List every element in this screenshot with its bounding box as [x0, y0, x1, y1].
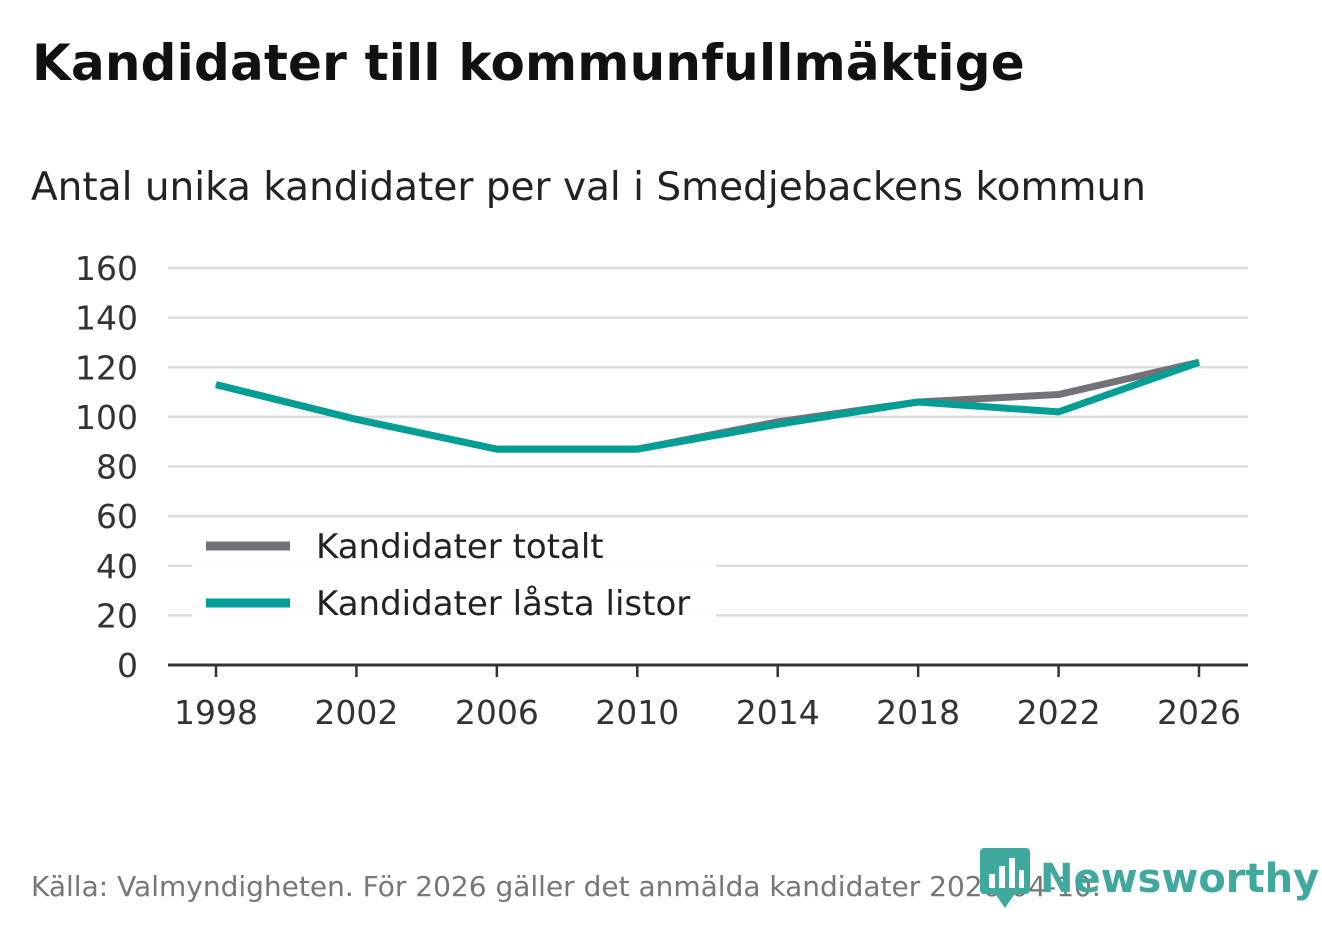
- x-tick-label: 2022: [1017, 693, 1101, 732]
- y-tick-label: 0: [117, 646, 138, 685]
- y-tick-label: 160: [75, 249, 138, 288]
- data-point: [1198, 361, 1200, 363]
- x-tick-label: 2018: [876, 693, 960, 732]
- x-axis: 1998 2002 2006 2010 2014 2018 2022 2026: [168, 663, 1248, 732]
- y-tick-label: 80: [96, 448, 138, 487]
- brand-logo: Newsworthy: [980, 848, 1319, 910]
- source-note: Källa: Valmyndigheten. För 2026 gäller d…: [31, 870, 1101, 903]
- series-line-kandidater-lasta-listor: [215, 358, 1201, 453]
- x-tick-label: 2014: [736, 693, 820, 732]
- newsworthy-logo-icon: [980, 848, 1030, 908]
- data-point: [917, 401, 919, 403]
- brand-name: Newsworthy: [1040, 856, 1320, 902]
- series-lines: [215, 358, 1201, 453]
- y-tick-label: 100: [75, 398, 138, 437]
- data-point: [215, 384, 217, 386]
- y-tick-label: 20: [96, 596, 138, 635]
- x-tick-label: 1998: [174, 693, 258, 732]
- x-tick-label: 2002: [314, 693, 398, 732]
- data-point: [355, 418, 357, 420]
- legend-label: Kandidater låsta listor: [316, 584, 690, 624]
- legend: Kandidater totalt Kandidater låsta listor: [192, 518, 716, 630]
- data-point: [777, 423, 779, 425]
- legend-box: [192, 518, 716, 630]
- data-point: [496, 448, 498, 450]
- chart-subtitle: Antal unika kandidater per val i Smedjeb…: [31, 165, 1146, 210]
- y-tick-label: 40: [96, 547, 138, 586]
- x-tick-label: 2006: [455, 693, 539, 732]
- y-axis-ticks: 0 20 40 60 80 100 120 140 160: [75, 249, 138, 685]
- y-tick-label: 120: [75, 348, 138, 387]
- x-tick-label: 2010: [595, 693, 679, 732]
- chart-title: Kandidater till kommunfullmäktige: [32, 34, 1025, 92]
- y-tick-label: 140: [75, 299, 138, 338]
- data-point: [1058, 394, 1060, 396]
- data-point: [636, 448, 638, 450]
- legend-label: Kandidater totalt: [316, 527, 604, 567]
- x-tick-label: 2026: [1157, 693, 1241, 732]
- y-tick-label: 60: [96, 497, 138, 536]
- data-point: [1058, 411, 1060, 413]
